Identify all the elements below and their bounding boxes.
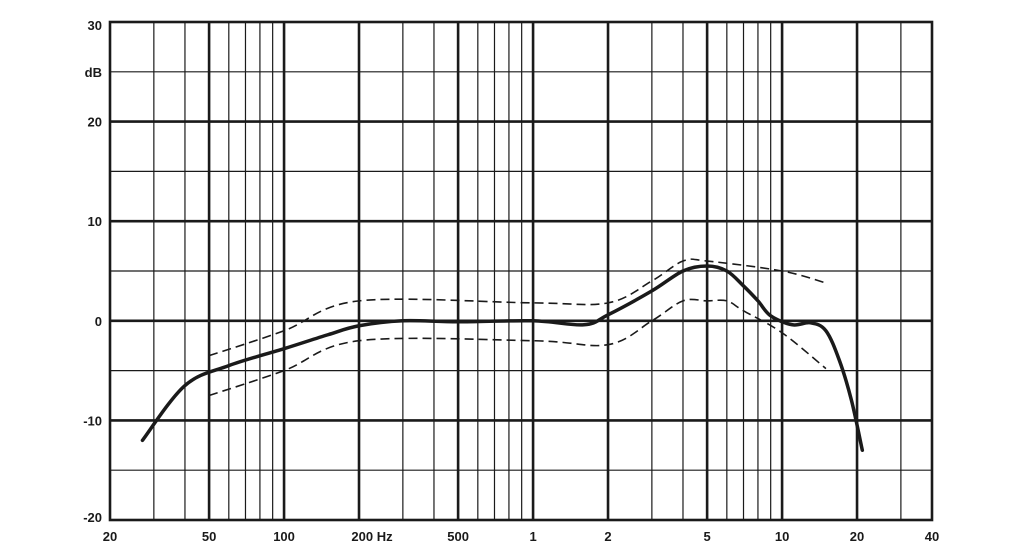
x-tick-label: 40 bbox=[925, 529, 939, 544]
series-layer bbox=[140, 258, 865, 453]
response-curve bbox=[140, 264, 865, 453]
x-tick-label: 1 bbox=[529, 529, 536, 544]
y-tick-label: -20 bbox=[83, 510, 102, 525]
x-tick-labels: 20 50 100 200 Hz 500 1 2 5 10 20 40 bbox=[103, 529, 939, 544]
lower-tolerance-curve bbox=[208, 298, 827, 397]
y-tick-label: -10 bbox=[83, 413, 102, 428]
grid-lines bbox=[110, 22, 932, 520]
x-tick-label: 10 bbox=[775, 529, 789, 544]
y-tick-label: 20 bbox=[88, 115, 102, 130]
x-tick-label: 5 bbox=[704, 529, 711, 544]
x-tick-label: 200 Hz bbox=[351, 529, 393, 544]
x-tick-label: 50 bbox=[202, 529, 216, 544]
y-tick-label: 0 bbox=[95, 314, 102, 329]
x-tick-label: 2 bbox=[604, 529, 611, 544]
y-tick-label: 30 bbox=[88, 18, 102, 33]
upper-tolerance-curve bbox=[208, 258, 827, 357]
x-tick-label: 500 bbox=[447, 529, 469, 544]
y-axis-unit-label: dB bbox=[85, 65, 102, 80]
x-tick-label: 20 bbox=[850, 529, 864, 544]
y-tick-label: 10 bbox=[88, 214, 102, 229]
plot-frame bbox=[108, 20, 934, 522]
y-tick-labels: 30 dB 20 10 0 -10 -20 bbox=[83, 18, 102, 525]
x-tick-label: 100 bbox=[273, 529, 295, 544]
x-tick-label: 20 bbox=[103, 529, 117, 544]
